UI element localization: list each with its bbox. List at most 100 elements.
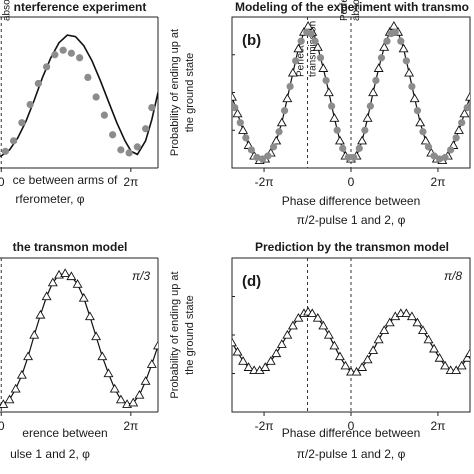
data-point-triangle — [271, 135, 282, 145]
data-point-circle — [292, 57, 300, 65]
x-axis-label-line2: π/2-pulse 1 and 2, φ — [297, 213, 406, 227]
data-point-circle — [148, 104, 156, 112]
data-layer — [0, 34, 158, 157]
data-point-triangle — [78, 292, 89, 302]
series-line — [232, 25, 470, 162]
data-point-circle — [463, 104, 470, 112]
data-point-circle — [232, 104, 239, 112]
annotation: Perfect — [296, 45, 307, 77]
data-point-triangle — [409, 93, 420, 103]
data-point-circle — [100, 111, 108, 119]
data-point-triangle — [340, 360, 351, 370]
data-point-circle — [430, 152, 438, 160]
data-point-triangle — [287, 67, 298, 77]
x-axis-label-line1: Phase difference between — [282, 194, 421, 208]
data-point-circle — [447, 146, 455, 154]
data-point-triangle — [465, 91, 470, 101]
data-point-triangle — [41, 291, 52, 301]
y-axis-label-line1: Probability of ending up at — [169, 29, 181, 156]
data-point-circle — [311, 37, 319, 45]
data-point-triangle — [47, 277, 58, 287]
data-point-circle — [286, 82, 294, 91]
data-point-triangle — [373, 334, 384, 344]
data-point-circle — [361, 126, 369, 134]
data-point-triangle — [398, 43, 409, 53]
data-point-circle — [413, 107, 422, 115]
panel-title: the transmon model — [13, 240, 128, 254]
data-point-triangle — [115, 394, 126, 404]
data-point-circle — [435, 155, 444, 163]
panel-title: nterference experiment — [14, 0, 147, 14]
data-point-triangle — [401, 308, 412, 318]
data-layer — [232, 20, 470, 165]
data-point-triangle — [140, 376, 151, 385]
data-point-circle — [339, 144, 347, 152]
corner-label: π/8 — [444, 269, 462, 283]
panel-a: nterference experiment 0 2π ce between arms… — [0, 0, 159, 206]
data-point-triangle — [153, 340, 158, 350]
data-point-triangle — [420, 135, 431, 145]
data-point-triangle — [84, 311, 95, 321]
data-point-triangle — [423, 334, 434, 344]
data-point-triangle — [146, 359, 157, 368]
data-point-triangle — [415, 117, 426, 127]
data-point-triangle — [362, 354, 373, 364]
panel-d: Prediction by the transmon model -2π 0 2π Ph… — [169, 240, 471, 461]
data-point-triangle — [29, 329, 40, 339]
data-point-triangle — [453, 125, 464, 134]
x-axis-label-line1: ce between arms of — [13, 173, 118, 187]
series-line — [0, 272, 158, 405]
data-point-circle — [51, 51, 59, 59]
data-point-circle — [333, 126, 341, 134]
data-point-circle — [377, 54, 386, 62]
data-point-triangle — [329, 113, 340, 122]
data-point-circle — [18, 119, 26, 127]
panel-b: Modeling of the experiment with transmo -… — [169, 0, 471, 227]
data-point-triangle — [109, 383, 120, 393]
data-point-circle — [0, 152, 1, 157]
data-point-triangle — [0, 399, 9, 408]
data-point-triangle — [4, 394, 15, 404]
data-point-circle — [316, 54, 325, 62]
data-point-triangle — [232, 337, 237, 347]
data-point-triangle — [282, 93, 293, 103]
data-point-circle — [383, 37, 391, 45]
x-axis-label-line2: ulse 1 and 2, φ — [10, 447, 90, 461]
data-point-triangle — [128, 397, 139, 407]
x-axis-label-line1: Phase difference between — [282, 426, 421, 440]
x-axis-label-line2: π/2-pulse 1 and 2, φ — [297, 447, 406, 461]
data-point-triangle — [323, 329, 334, 339]
data-point-circle — [117, 146, 125, 154]
x-axis-label-line1: erence between — [22, 426, 107, 440]
data-point-circle — [1, 147, 9, 155]
annotation: Perfect — [339, 0, 350, 21]
data-point-circle — [59, 46, 67, 54]
data-point-triangle — [440, 360, 451, 370]
data-point-circle — [424, 143, 433, 151]
data-point-triangle — [103, 368, 114, 378]
panel-letter: (b) — [242, 32, 261, 49]
data-point-circle — [247, 146, 255, 154]
data-point-triangle — [282, 329, 293, 339]
data-point-circle — [441, 153, 449, 162]
data-point-circle — [269, 143, 278, 151]
data-point-triangle — [384, 317, 395, 327]
data-point-triangle — [404, 67, 415, 77]
data-point-triangle — [97, 351, 108, 361]
data-point-triangle — [72, 279, 83, 288]
data-point-triangle — [329, 340, 340, 350]
corner-label: π/3 — [132, 269, 150, 283]
data-point-triangle — [388, 20, 399, 30]
data-point-triangle — [265, 356, 276, 365]
data-point-triangle — [451, 365, 462, 375]
data-point-circle — [275, 128, 283, 136]
data-point-circle — [372, 76, 380, 85]
data-point-triangle — [368, 345, 379, 354]
data-point-triangle — [357, 135, 368, 145]
data-point-triangle — [16, 369, 27, 379]
data-point-circle — [344, 153, 352, 162]
x-tick-label: 0 — [0, 175, 5, 189]
data-point-circle — [280, 107, 289, 115]
data-point-circle — [408, 82, 416, 91]
data-point-circle — [391, 28, 399, 36]
